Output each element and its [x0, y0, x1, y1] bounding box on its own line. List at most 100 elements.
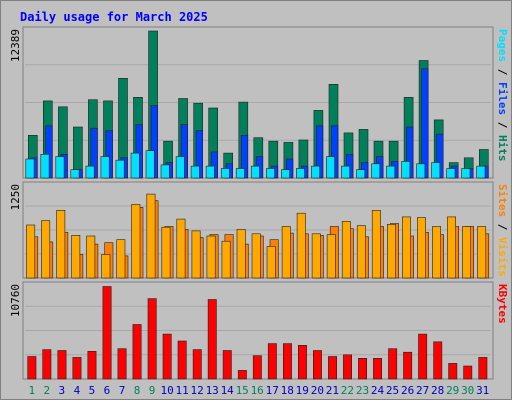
- bar-visits-day-30: [462, 226, 471, 279]
- bar-kbytes-day-31: [478, 357, 488, 380]
- bar-pages-day-12: [190, 165, 200, 179]
- bar-visits-day-5: [86, 235, 96, 279]
- bar-visits-day-7: [116, 239, 126, 279]
- bar-visits-day-20: [311, 233, 321, 279]
- bar-visits-day-26: [401, 216, 411, 279]
- x-tick-label: 3: [58, 384, 65, 397]
- bar-visits-day-8: [131, 204, 141, 279]
- x-tick-label: 19: [296, 384, 309, 397]
- bar-kbytes-day-10: [162, 333, 172, 380]
- bar-visits-day-31: [477, 226, 487, 279]
- bar-pages-day-5: [85, 165, 95, 179]
- x-tick-label: 17: [266, 384, 279, 397]
- bar-visits-day-9: [146, 193, 156, 279]
- y-max-label: 12389: [9, 29, 22, 62]
- bar-files-day-27: [421, 68, 429, 179]
- bar-kbytes-day-8: [132, 324, 142, 380]
- series-legend: Sites / Visits: [496, 184, 509, 277]
- bar-pages-day-18: [280, 169, 290, 179]
- legend-separator: /: [496, 217, 509, 237]
- bar-visits-day-17: [266, 246, 276, 279]
- panel-kbytes: 10760 KBytes: [9, 281, 509, 380]
- bar-visits-day-10: [161, 226, 171, 279]
- x-tick-label: 5: [89, 384, 96, 397]
- bar-pages-day-29: [446, 168, 456, 179]
- x-tick-label: 10: [160, 384, 173, 397]
- bar-pages-day-2: [40, 154, 50, 179]
- bar-pages-day-25: [386, 165, 396, 179]
- bar-visits-day-29: [447, 216, 456, 279]
- bar-visits-day-14: [221, 240, 231, 279]
- x-tick-label: 23: [356, 384, 369, 397]
- series-legend: KBytes: [496, 284, 509, 324]
- bar-visits-day-27: [416, 217, 426, 279]
- bar-kbytes-day-7: [117, 348, 127, 380]
- chart-title: Daily usage for March 2025: [20, 10, 208, 24]
- bar-pages-day-8: [130, 152, 140, 179]
- bar-visits-day-25: [386, 224, 396, 279]
- bar-kbytes-day-2: [42, 349, 52, 380]
- x-tick-label: 14: [221, 384, 235, 397]
- bar-kbytes-day-6: [102, 286, 112, 380]
- bar-visits-day-12: [191, 230, 201, 279]
- bar-kbytes-day-24: [373, 357, 382, 380]
- legend-pages: Pages: [496, 29, 509, 62]
- bar-pages-day-26: [401, 161, 411, 179]
- legend-hits: Hits: [496, 135, 509, 162]
- x-tick-label: 30: [461, 384, 474, 397]
- x-tick-label: 20: [311, 384, 324, 397]
- panel-visits-sites: 1250 Sites / Visits: [9, 181, 509, 279]
- bar-kbytes-day-14: [222, 350, 232, 380]
- legend-separator: /: [496, 62, 509, 82]
- bar-kbytes-day-25: [388, 348, 398, 380]
- bar-pages-day-23: [356, 169, 366, 179]
- x-tick-label: 28: [431, 384, 444, 397]
- series-visits: [26, 193, 487, 279]
- x-tick-label: 4: [74, 384, 81, 397]
- x-tick-label: 27: [416, 384, 429, 397]
- bar-kbytes-day-15: [237, 370, 247, 380]
- bar-visits-day-18: [281, 226, 291, 279]
- x-tick-label: 6: [104, 384, 111, 397]
- bar-visits-day-11: [176, 218, 186, 279]
- bar-visits-day-28: [432, 226, 441, 279]
- bar-kbytes-day-13: [207, 299, 217, 380]
- bar-kbytes-day-11: [177, 340, 187, 380]
- bar-kbytes-day-17: [267, 343, 277, 380]
- bar-visits-day-16: [251, 233, 261, 279]
- bar-visits-day-15: [236, 229, 246, 279]
- bar-visits-day-4: [71, 235, 81, 279]
- bar-kbytes-day-26: [403, 351, 413, 380]
- bar-pages-day-16: [250, 165, 260, 179]
- bar-visits-day-23: [356, 225, 366, 279]
- bar-pages-day-20: [311, 165, 320, 179]
- bar-kbytes-day-12: [192, 349, 202, 380]
- bar-pages-day-27: [416, 163, 426, 179]
- legend-separator: /: [496, 115, 509, 135]
- legend-files: Files: [496, 82, 509, 115]
- x-tick-label: 9: [149, 384, 156, 397]
- bar-kbytes-day-30: [463, 365, 473, 380]
- bar-pages-day-30: [461, 168, 471, 179]
- x-tick-label: 18: [281, 384, 294, 397]
- bar-pages-day-4: [70, 169, 80, 179]
- legend-sites: Sites: [496, 184, 509, 217]
- bar-kbytes-day-19: [297, 344, 307, 380]
- bar-pages-day-22: [341, 165, 350, 179]
- panel-hits-files-pages: 12389 Pages / Files / Hits: [9, 26, 509, 179]
- bar-kbytes-day-29: [448, 363, 458, 380]
- bar-visits-day-13: [206, 235, 216, 279]
- bar-visits-day-2: [41, 220, 51, 279]
- x-tick-label: 8: [134, 384, 141, 397]
- bar-pages-day-1: [25, 158, 35, 179]
- bar-visits-day-6: [101, 254, 111, 279]
- bar-kbytes-day-22: [343, 354, 352, 380]
- bar-kbytes-day-20: [312, 350, 322, 380]
- x-tick-label: 11: [175, 384, 188, 397]
- x-tick-label: 15: [236, 384, 249, 397]
- bar-pages-day-17: [265, 168, 275, 179]
- x-tick-label: 25: [386, 384, 399, 397]
- bar-kbytes-day-3: [57, 350, 67, 380]
- x-tick-label: 26: [401, 384, 414, 397]
